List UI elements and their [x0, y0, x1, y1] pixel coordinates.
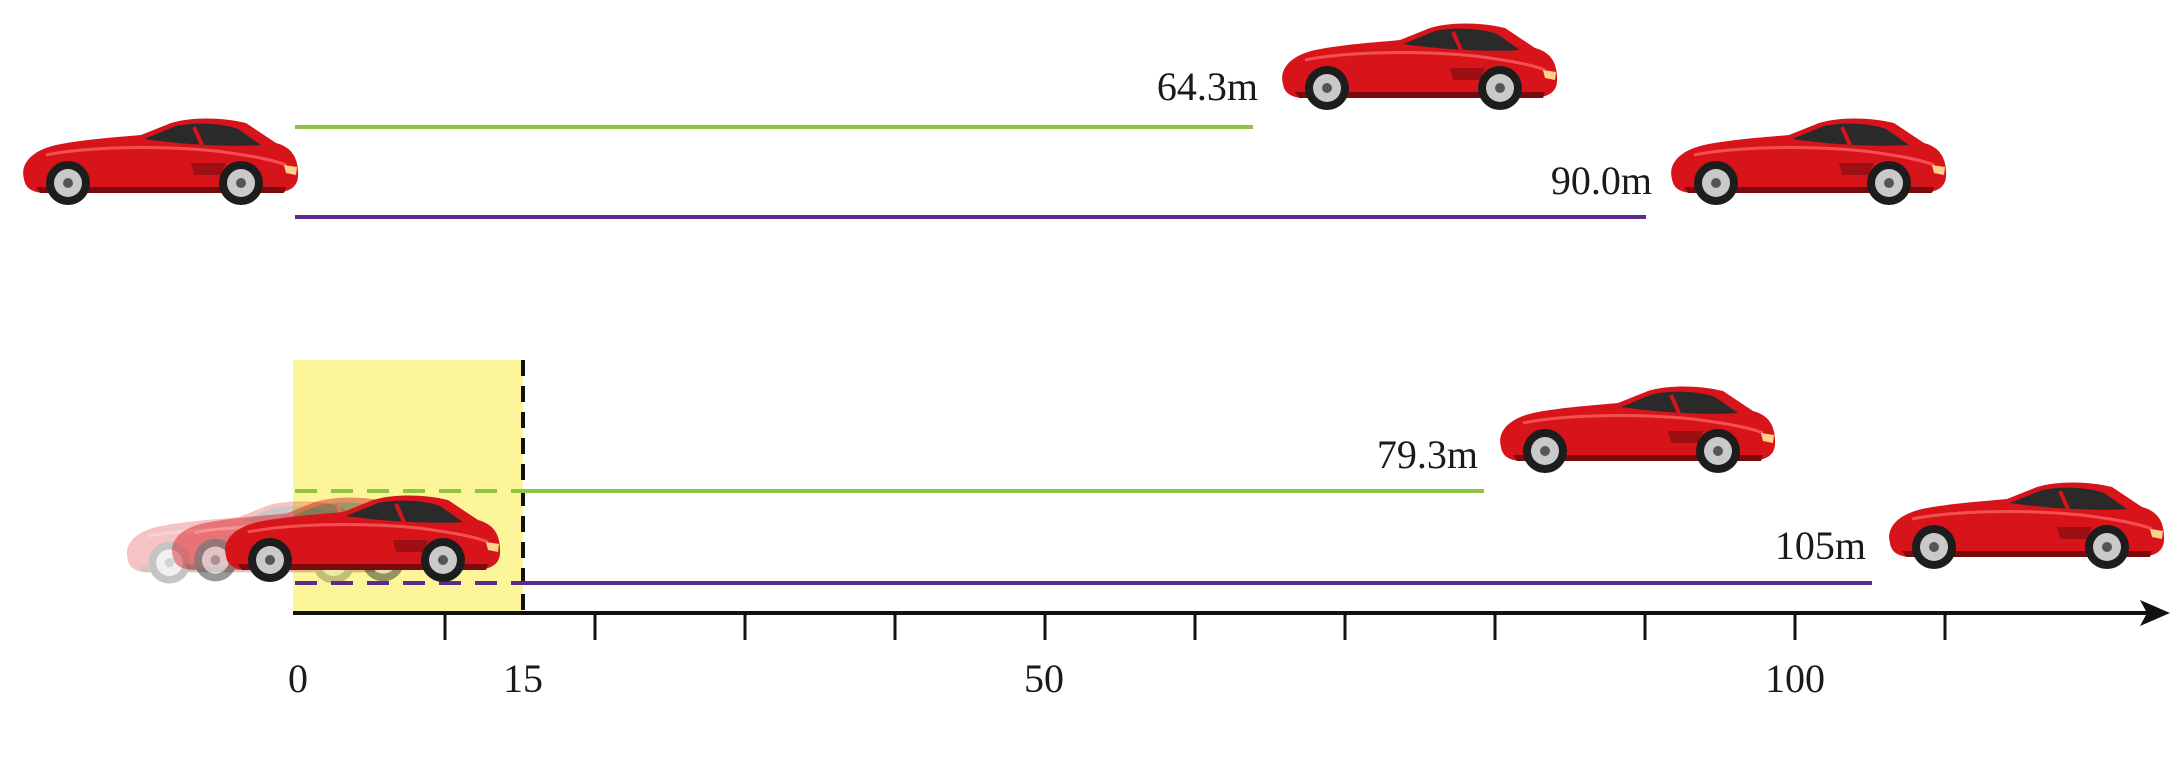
purple-distance-label: 90.0m	[1551, 158, 1652, 203]
car-purple-end-icon	[1669, 116, 1949, 207]
green-distance-label: 64.3m	[1157, 64, 1258, 109]
purple-distance-label: 105m	[1775, 523, 1866, 568]
axis-ticks	[443, 613, 1947, 640]
tick-label-15: 15	[503, 656, 543, 701]
car-start-icon	[21, 116, 301, 207]
tick-label-0: 0	[288, 656, 308, 701]
tick-label-100: 100	[1765, 656, 1825, 701]
bottom-scenario: 79.3m 105m	[124, 360, 2167, 613]
green-distance-label: 79.3m	[1377, 432, 1478, 477]
car-purple-end-icon	[1887, 480, 2167, 571]
car-green-end-icon	[1498, 384, 1778, 475]
right-arrow-icon	[2140, 600, 2170, 626]
distance-axis: 0 15 50 100	[288, 600, 2170, 701]
top-scenario: 64.3m 90.0m	[21, 21, 1949, 219]
tick-label-50: 50	[1024, 656, 1064, 701]
car-green-end-icon	[1280, 21, 1560, 112]
